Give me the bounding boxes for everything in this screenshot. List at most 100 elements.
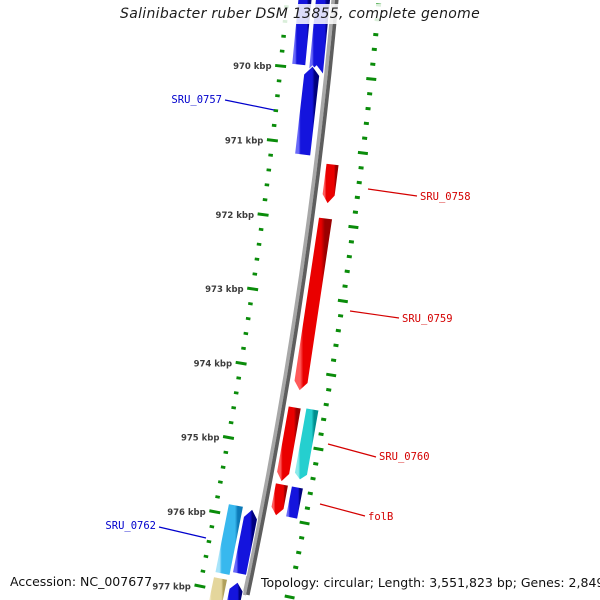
ruler-major-tick [209,509,221,515]
gene-arrow-SRU_0760-left[interactable] [276,405,302,483]
ruler-label: 977 kbp [152,582,191,592]
right-ruler-tick [344,269,350,274]
ruler-minor-tick [262,198,268,202]
ruler-label: 970 kbp [233,62,272,72]
gene-label-SRU_0757[interactable]: SRU_0757 [171,94,222,106]
right-ruler-tick [295,550,302,555]
right-ruler-tick [335,328,342,333]
ruler-major-tick [257,212,269,217]
leader-line-SRU_0760 [327,443,377,458]
ruler-minor-tick [203,554,209,559]
ruler-minor-tick [223,450,229,455]
right-ruler-tick [337,298,349,304]
gene-arrow-SRU_0757[interactable] [294,65,321,157]
right-ruler-tick [361,136,368,140]
ruler-minor-tick [209,524,215,529]
ruler-minor-tick [245,316,251,321]
ruler-minor-tick [220,465,226,470]
right-ruler-tick [348,239,355,244]
gene-arrow-gene-blue-bottom[interactable] [225,581,244,600]
gene-label-SRU_0759[interactable]: SRU_0759 [402,313,453,325]
gene-arrow-gene-blue-up[interactable] [231,508,259,576]
ruler-label: 972 kbp [216,211,255,221]
ruler-minor-tick [241,346,246,351]
right-ruler-tick [299,520,310,526]
ruler-minor-tick [206,539,212,544]
right-ruler-tick [363,121,370,126]
ruler-minor-tick [231,406,237,410]
leader-line-SRU_0758 [367,188,418,197]
right-ruler-tick [352,210,359,215]
right-ruler-tick [346,254,353,259]
right-ruler-tick [366,76,377,82]
ruler-label: 971 kbp [225,137,264,147]
ruler-label: 974 kbp [194,359,233,369]
ruler-minor-tick [256,242,262,247]
gene-arrow-SRU_0758[interactable] [321,162,340,205]
ruler-minor-tick [276,79,282,83]
right-ruler-tick [318,432,324,437]
leader-line-SRU_0762 [158,526,207,539]
ruler-minor-tick [248,302,253,306]
gene-label-SRU_0758[interactable]: SRU_0758 [420,191,471,203]
gene-arrow-SRU_0759[interactable] [293,216,334,392]
right-ruler-tick [358,166,364,170]
gene-arrow-SRU_0762[interactable] [214,503,245,577]
right-ruler-tick [348,224,359,230]
ruler-minor-tick [268,153,274,157]
leader-line-SRU_0759 [349,310,400,319]
right-ruler-tick [313,446,324,452]
right-ruler-tick [354,195,361,200]
gene-arrow-gene-red-small[interactable] [270,482,290,517]
right-ruler-tick [370,62,376,66]
ruler-minor-tick [217,480,223,484]
ruler-minor-tick [252,272,258,276]
gene-arrow-SRU_0760[interactable] [293,407,320,481]
gene-arrow-folB[interactable] [284,485,305,520]
right-ruler-tick [292,565,299,570]
ruler-minor-tick [264,183,270,187]
ruler-minor-tick [279,49,285,53]
right-ruler-tick [342,284,348,289]
ruler-major-tick [266,138,279,143]
right-ruler-tick [313,461,319,466]
ruler-label: 973 kbp [205,285,244,295]
ruler-major-tick [222,435,235,440]
ruler-major-tick [235,360,247,366]
right-ruler-tick [323,402,329,407]
right-ruler-tick [304,506,311,511]
footer-accession: Accession: NC_007677 [10,574,153,589]
right-ruler-tick [326,372,337,378]
ruler-minor-tick [281,34,286,38]
ruler-major-tick [246,286,259,292]
gene-label-folB[interactable]: folB [368,511,393,523]
right-ruler-tick [333,343,339,348]
genome-title: Salinibacter ruber DSM 13855, complete g… [110,4,490,24]
ruler-minor-tick [271,123,277,128]
footer-topology-summary: Topology: circular; Length: 3,551,823 bp… [258,574,600,592]
gene-label-SRU_0762[interactable]: SRU_0762 [105,520,156,532]
ruler-minor-tick [200,569,206,574]
right-ruler-tick [307,491,313,496]
ruler-minor-tick [243,331,249,336]
ruler-minor-tick [228,420,234,425]
gene-arrow-gene-khaki[interactable] [207,576,229,600]
ruler-minor-tick [236,376,242,380]
right-ruler-tick [371,47,377,52]
right-ruler-tick [310,476,316,481]
right-ruler-tick [326,387,332,392]
ruler-label: 975 kbp [181,434,220,444]
right-ruler-tick [337,313,344,318]
ruler-minor-tick [254,257,260,261]
right-ruler-tick [373,32,379,37]
right-ruler-tick [365,106,371,111]
backbone-highlight [242,0,335,596]
leader-line-folB [319,503,366,517]
ruler-minor-tick [233,391,239,395]
ruler-minor-tick [215,495,221,499]
ruler-major-tick [194,583,206,589]
right-ruler-tick [330,358,337,363]
gene-label-SRU_0760[interactable]: SRU_0760 [379,451,430,463]
